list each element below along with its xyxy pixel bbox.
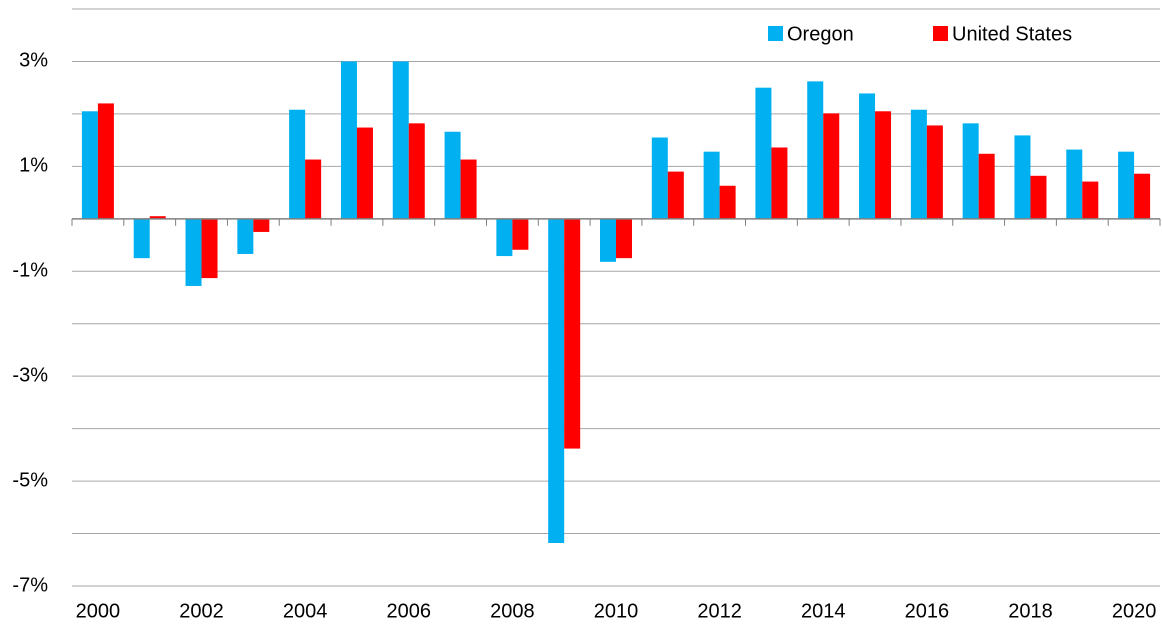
- bar: [253, 218, 270, 232]
- bar: [771, 147, 788, 219]
- legend-swatch: [768, 26, 783, 41]
- bar: [237, 218, 254, 254]
- bar: [978, 153, 995, 219]
- bar: [823, 113, 840, 219]
- bar: [149, 216, 166, 219]
- bar: [340, 61, 357, 219]
- y-tick-label: -5%: [12, 469, 48, 491]
- bar: [201, 218, 218, 279]
- bar: [1030, 175, 1047, 219]
- bar: [910, 109, 927, 219]
- x-tick-label: 2020: [1112, 600, 1157, 622]
- bar: [600, 218, 616, 262]
- legend-swatch: [933, 26, 948, 41]
- bar: [512, 218, 529, 250]
- bar: [97, 103, 114, 219]
- bar: [1066, 149, 1083, 219]
- legend-label: Oregon: [787, 23, 854, 45]
- bar: [496, 218, 513, 257]
- bar: [1014, 135, 1031, 219]
- x-tick-label: 2012: [697, 600, 742, 622]
- bar: [667, 171, 684, 219]
- bar: [1118, 151, 1135, 219]
- bar: [875, 111, 892, 219]
- x-tick-label: 2008: [490, 600, 535, 622]
- legend-label: United States: [952, 23, 1072, 45]
- y-tick-label: 1%: [19, 155, 48, 177]
- bar: [755, 87, 772, 219]
- x-tick-label: 2016: [905, 600, 950, 622]
- x-tick-label: 2002: [179, 600, 224, 622]
- x-tick-label: 2004: [283, 600, 328, 622]
- bar: [548, 218, 565, 543]
- bar: [392, 61, 409, 219]
- x-tick-label: 2014: [801, 600, 846, 622]
- y-tick-label: -3%: [12, 364, 48, 386]
- x-tick-label: 2006: [387, 600, 432, 622]
- bar: [81, 111, 98, 219]
- bar: [859, 93, 876, 219]
- bar: [962, 123, 979, 219]
- bar: [719, 185, 736, 219]
- bar: [133, 218, 150, 259]
- bar: [1134, 173, 1151, 219]
- y-tick-label: -7%: [12, 574, 48, 596]
- bar: [616, 218, 632, 259]
- bar: [408, 123, 425, 219]
- bar: [651, 137, 668, 219]
- x-tick-label: 2000: [76, 600, 121, 622]
- bar: [1082, 181, 1099, 219]
- x-tick-label: 2010: [594, 600, 639, 622]
- bar: [305, 159, 322, 219]
- y-tick-label: 3%: [19, 50, 48, 72]
- bar: [703, 151, 720, 219]
- bar: [807, 81, 824, 219]
- bar: [356, 127, 373, 219]
- bar: [926, 125, 943, 219]
- bar: [289, 109, 306, 219]
- bar: [564, 218, 581, 449]
- y-tick-label: -1%: [12, 260, 48, 282]
- x-tick-label: 2018: [1008, 600, 1053, 622]
- bar: [444, 131, 461, 219]
- bar: [460, 159, 477, 219]
- bar: [185, 218, 202, 286]
